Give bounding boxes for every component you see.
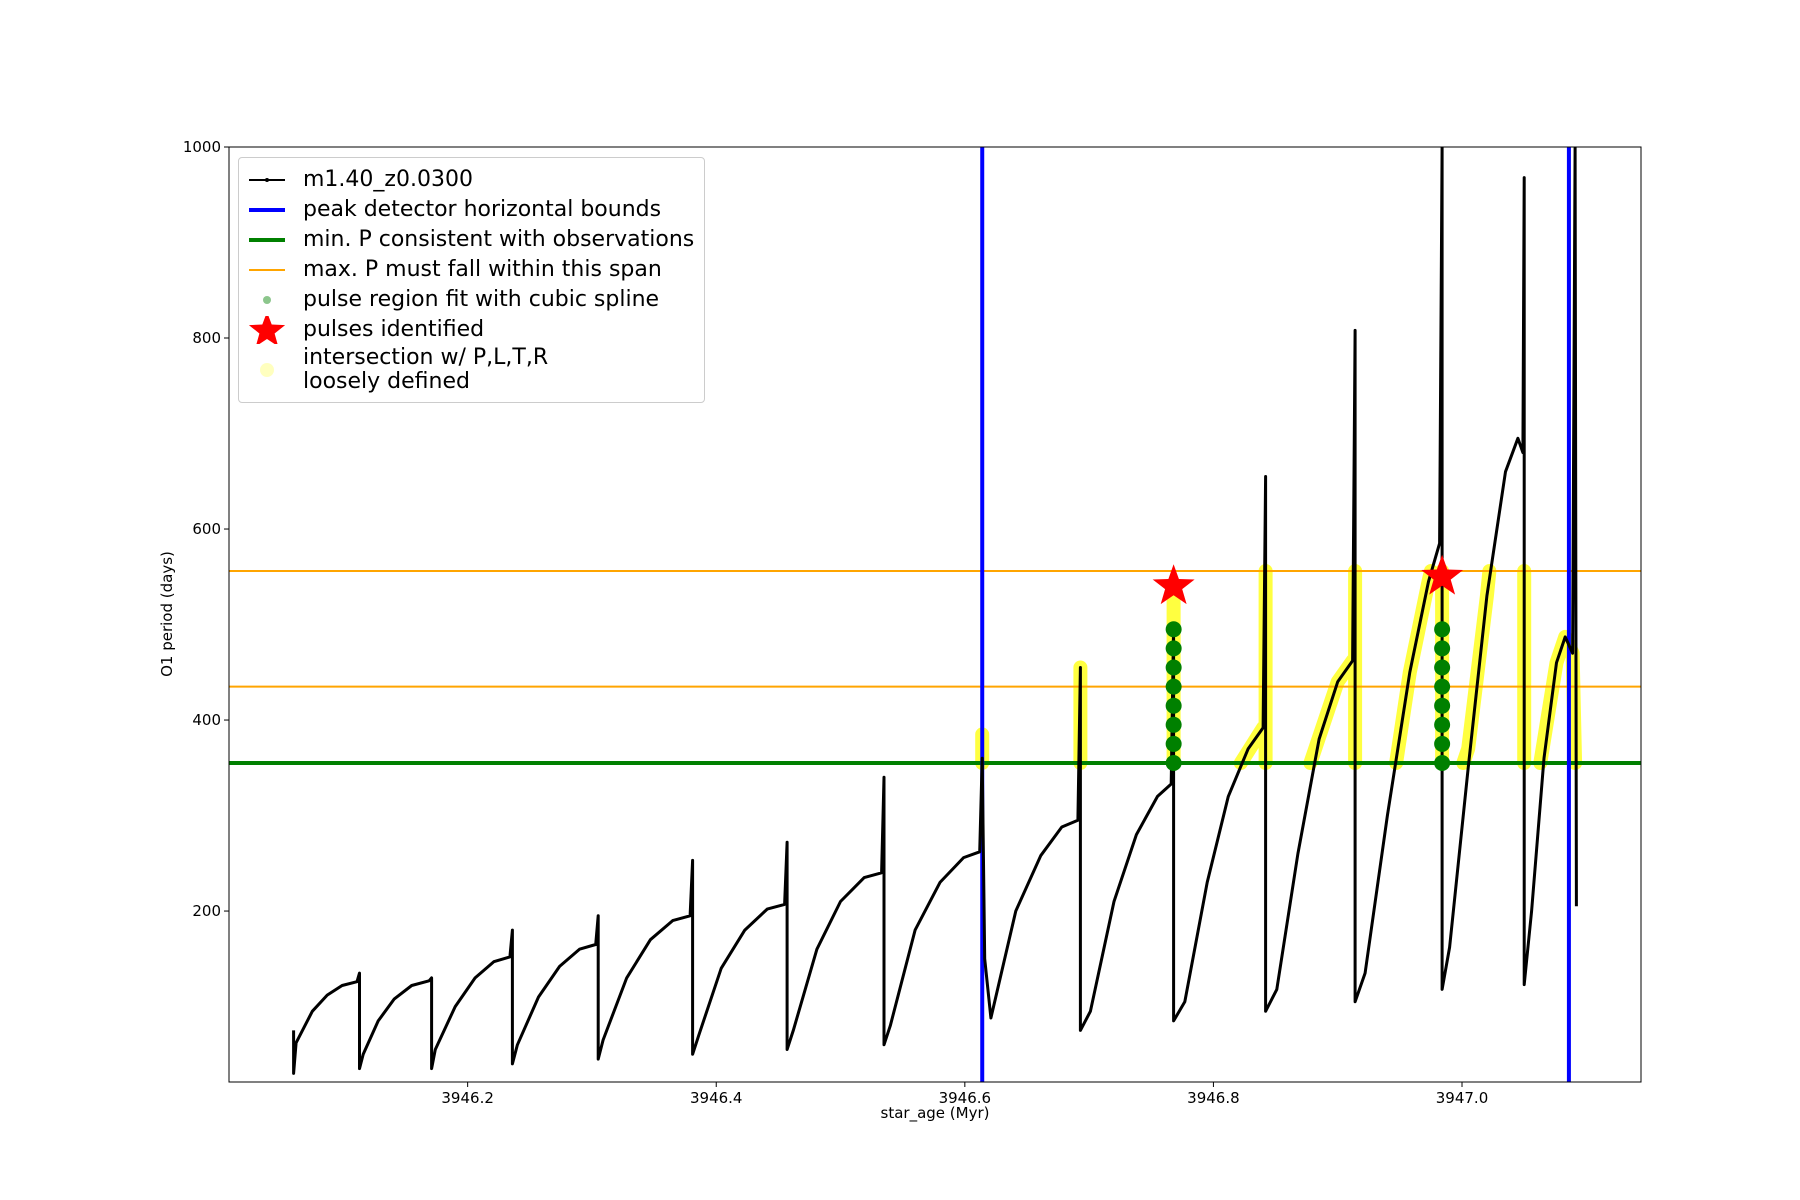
y-tick-label: 800 — [192, 329, 221, 347]
x-tick-label: 3946.6 — [939, 1089, 992, 1107]
y-tick-label: 400 — [192, 711, 221, 729]
legend-label: intersection w/ P,L,T,R loosely defined — [303, 345, 549, 394]
legend-entry: min. P consistent with observations — [245, 226, 694, 254]
spline-point — [1165, 755, 1182, 772]
legend-entry: max. P must fall within this span — [245, 256, 694, 284]
legend-label: pulses identified — [303, 317, 485, 342]
legend-label: m1.40_z0.0300 — [303, 167, 473, 192]
legend-swatch — [263, 296, 271, 304]
legend-label: pulse region fit with cubic spline — [303, 287, 660, 312]
pulse-star — [1421, 554, 1464, 595]
x-tick-label: 3946.2 — [441, 1089, 494, 1107]
spline-point — [1165, 716, 1182, 733]
spline-point — [1434, 659, 1451, 676]
legend-entry: peak detector horizontal bounds — [245, 196, 694, 224]
y-tick-label: 600 — [192, 520, 221, 538]
x-tick-label: 3946.4 — [690, 1089, 743, 1107]
x-tick-label: 3946.8 — [1187, 1089, 1240, 1107]
spline-point — [1165, 697, 1182, 714]
spline-point — [1434, 697, 1451, 714]
spline-point — [1434, 678, 1451, 695]
legend-label: min. P consistent with observations — [303, 227, 695, 252]
legend-swatch — [249, 238, 285, 242]
legend-entry: pulses identified — [245, 316, 694, 344]
legend-swatch — [249, 178, 285, 182]
legend-entry: m1.40_z0.0300 — [245, 166, 694, 194]
spline-point — [1165, 659, 1182, 676]
legend-entry: pulse region fit with cubic spline — [245, 286, 694, 314]
spline-point — [1434, 716, 1451, 733]
axes-frame — [228, 146, 1642, 1083]
spline-point — [1434, 621, 1451, 638]
y-tick-label: 1000 — [183, 138, 221, 156]
legend-swatch — [249, 269, 285, 271]
y-axis-label: O1 period (days) — [158, 551, 176, 677]
legend-swatch — [248, 316, 286, 344]
spline-point — [1434, 640, 1451, 657]
x-axis-label: star_age (Myr) — [881, 1104, 990, 1123]
legend-label: max. P must fall within this span — [303, 257, 662, 282]
legend-swatch — [249, 208, 285, 212]
y-tick-label: 200 — [192, 902, 221, 920]
spline-point — [1434, 735, 1451, 752]
legend-swatch — [260, 363, 274, 377]
spline-point — [1165, 735, 1182, 752]
spline-point — [1165, 678, 1182, 695]
legend-entry: intersection w/ P,L,T,R loosely defined — [245, 346, 694, 394]
spline-point — [1434, 755, 1451, 772]
pulse-star — [1152, 564, 1195, 605]
spline-point — [1165, 621, 1182, 638]
spline-point — [1165, 640, 1182, 657]
plot-area — [229, 147, 1641, 1082]
x-tick-label: 3947.0 — [1436, 1089, 1489, 1107]
legend-label: peak detector horizontal bounds — [303, 197, 662, 222]
